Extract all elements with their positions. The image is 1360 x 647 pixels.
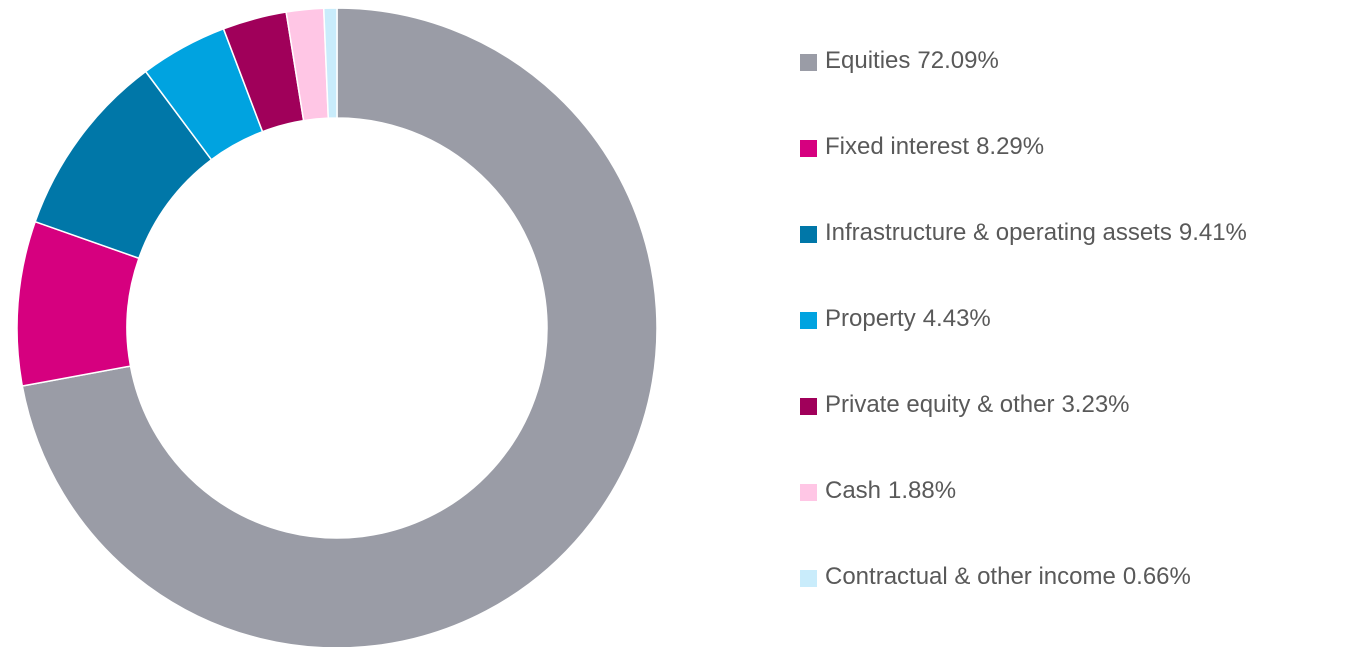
legend-swatch <box>800 140 817 157</box>
legend-label: Cash 1.88% <box>825 477 956 504</box>
legend-name: Contractual & other income <box>825 563 1116 590</box>
legend-value: 3.23% <box>1061 391 1129 418</box>
legend-swatch <box>800 484 817 501</box>
legend-label: Property 4.43% <box>825 305 991 332</box>
legend-value: 4.43% <box>923 305 991 332</box>
legend-label: Private equity & other 3.23% <box>825 391 1130 418</box>
legend-value: 1.88% <box>888 477 956 504</box>
legend-label: Equities 72.09% <box>825 47 999 74</box>
legend-swatch <box>800 54 817 71</box>
legend-name: Cash <box>825 477 881 504</box>
donut-slice <box>322 7 338 119</box>
legend-name: Property <box>825 305 916 332</box>
legend-value: 9.41% <box>1179 219 1247 246</box>
legend-name: Private equity & other <box>825 391 1054 418</box>
legend-swatch <box>800 226 817 243</box>
donut-slice <box>21 7 658 647</box>
legend-value: 72.09% <box>917 47 998 74</box>
legend-label: Contractual & other income 0.66% <box>825 563 1191 590</box>
legend-swatch <box>800 570 817 587</box>
legend-label: Infrastructure & operating assets 9.41% <box>825 219 1247 246</box>
legend-swatch <box>800 398 817 415</box>
legend-name: Infrastructure & operating assets <box>825 219 1172 246</box>
legend-swatch <box>800 312 817 329</box>
legend-name: Equities <box>825 47 910 74</box>
legend-value: 8.29% <box>976 133 1044 160</box>
legend-label: Fixed interest 8.29% <box>825 133 1044 160</box>
legend-name: Fixed interest <box>825 133 969 160</box>
legend-value: 0.66% <box>1123 563 1191 590</box>
